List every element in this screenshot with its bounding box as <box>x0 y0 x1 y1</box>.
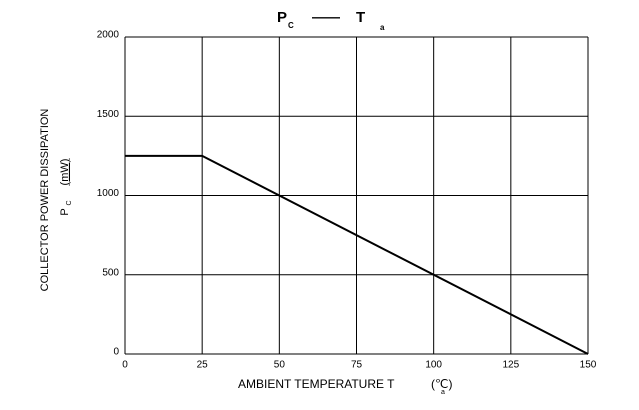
y-axis-unit: (mW) <box>59 159 71 186</box>
y-tick-label: 0 <box>113 347 119 358</box>
derating-line <box>125 154 589 355</box>
y-tick-label: 1000 <box>97 188 120 199</box>
x-tick-label: 150 <box>580 360 597 371</box>
title-t-sub: a <box>380 23 385 32</box>
x-tick-label: 0 <box>122 360 128 371</box>
title-dash: —— <box>312 9 340 25</box>
x-tick-label: 50 <box>274 360 286 371</box>
y-tick-label: 2000 <box>97 30 120 41</box>
x-tick-label: 75 <box>351 360 363 371</box>
title-p-sub: C <box>288 21 294 30</box>
x-tick-label: 25 <box>197 360 209 371</box>
x-axis-unit: (℃) <box>431 377 452 391</box>
y-tick-label: 500 <box>102 267 119 278</box>
x-tick-label: 125 <box>502 360 519 371</box>
title-t: T <box>356 9 365 26</box>
x-tick-label: 100 <box>425 360 442 371</box>
y-tick-label: 1500 <box>97 109 120 120</box>
title-p: P <box>277 9 287 26</box>
y-axis-label: COLLECTOR POWER DISSIPATION <box>39 109 51 292</box>
x-axis-label-sub: a <box>441 389 445 396</box>
y-axis-symbol: P <box>59 208 71 215</box>
y-axis-symbol-sub: C <box>66 200 73 205</box>
x-axis-label: AMBIENT TEMPERATURE T <box>238 377 395 391</box>
